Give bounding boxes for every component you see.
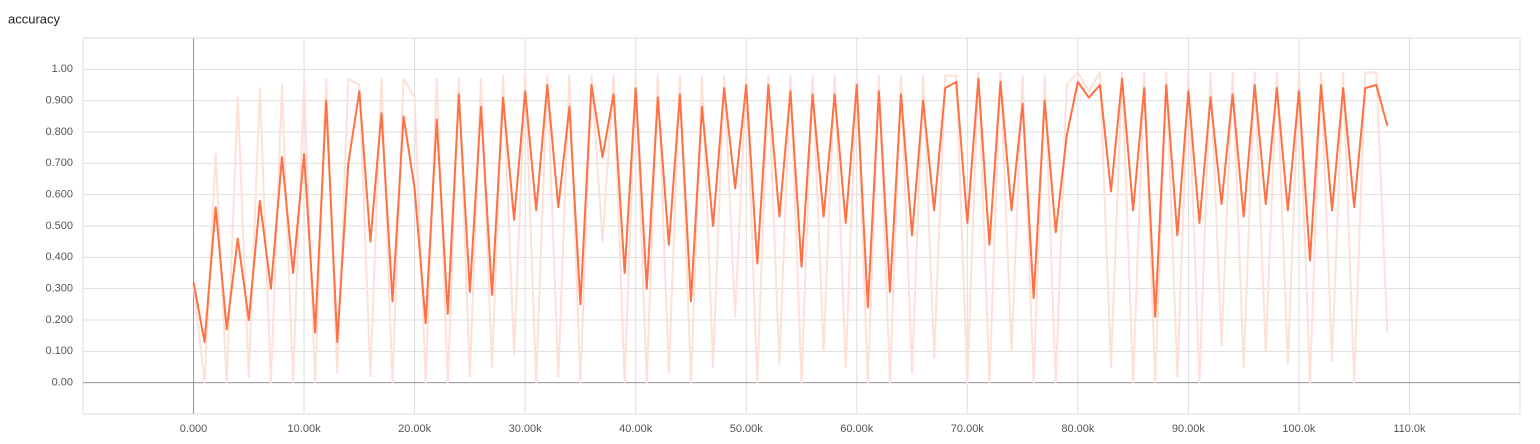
x-tick-label: 20.00k — [398, 423, 432, 435]
x-tick-label: 80.00k — [1061, 423, 1095, 435]
y-tick-label: 0.300 — [45, 283, 73, 295]
chart-title: accuracy — [8, 11, 61, 26]
x-tick-label: 70.00k — [951, 423, 985, 435]
y-tick-label: 0.400 — [45, 251, 73, 263]
series-line — [192, 77, 1389, 343]
x-tick-label: 40.00k — [619, 423, 653, 435]
x-tick-label: 10.00k — [288, 423, 322, 435]
x-tick-label: 0.000 — [180, 423, 208, 435]
x-tick-label: 50.00k — [730, 423, 764, 435]
x-tick-label: 30.00k — [509, 423, 543, 435]
y-tick-label: 0.100 — [45, 345, 73, 357]
y-tick-label: 0.200 — [45, 314, 73, 326]
y-tick-label: 0.00 — [52, 377, 73, 389]
series-line — [192, 71, 1389, 384]
y-tick-label: 0.900 — [45, 95, 73, 107]
y-tick-label: 0.600 — [45, 189, 73, 201]
x-tick-label: 110.0k — [1393, 423, 1426, 435]
y-tick-label: 0.800 — [45, 126, 73, 138]
y-tick-label: 0.700 — [45, 157, 73, 169]
x-tick-label: 90.00k — [1172, 423, 1206, 435]
x-tick-label: 100.0k — [1282, 423, 1316, 435]
y-tick-label: 1.00 — [52, 63, 73, 75]
x-tick-label: 60.00k — [840, 423, 874, 435]
y-tick-label: 0.500 — [45, 220, 73, 232]
